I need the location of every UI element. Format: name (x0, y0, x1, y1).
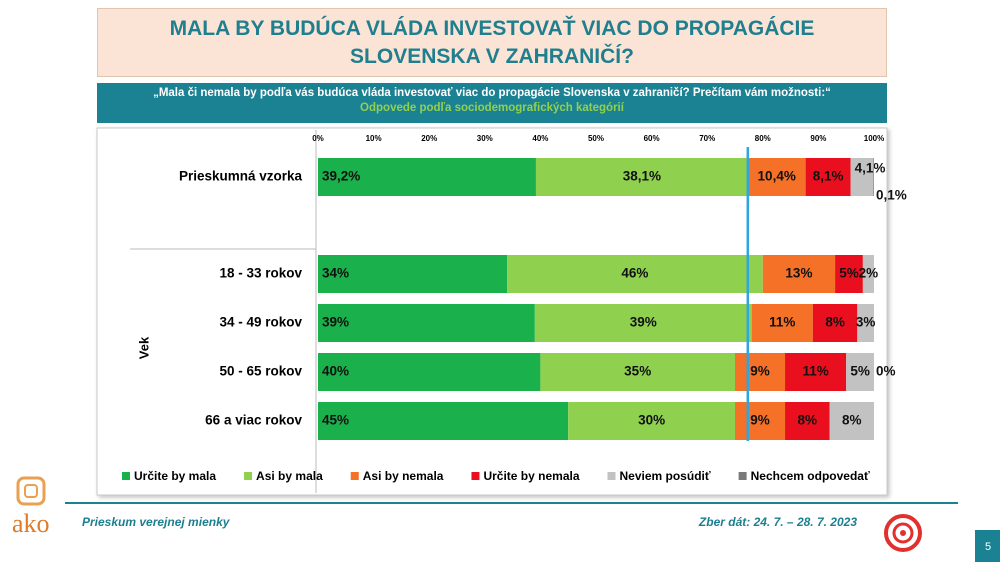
category-label: 18 - 33 rokov (219, 266, 302, 281)
question-band: „Mala či nemala by podľa vás budúca vlád… (97, 83, 887, 123)
bar-segment (835, 255, 863, 293)
bar-segment (568, 402, 735, 440)
group-label: Vek (136, 336, 151, 359)
value-label: 34% (322, 266, 349, 281)
bar-segment (318, 255, 508, 293)
value-label: 10,4% (758, 169, 796, 184)
value-label: 9% (750, 364, 770, 379)
x-tick-label: 100% (864, 134, 884, 143)
value-label: 11% (769, 315, 795, 330)
legend-label: Určite by mala (134, 469, 216, 483)
value-label: 8% (798, 413, 818, 428)
legend-label: Neviem posúdiť (620, 469, 711, 483)
value-label: 0% (876, 364, 896, 379)
bar-segment (318, 304, 535, 342)
category-label: 34 - 49 rokov (219, 315, 302, 330)
value-label: 4,1% (855, 161, 886, 176)
bar-segment (857, 304, 874, 342)
bar-segment (762, 255, 836, 293)
value-label: 35% (624, 364, 651, 379)
x-tick-label: 20% (421, 134, 437, 143)
value-label: 2% (859, 266, 879, 281)
bar-segment (534, 304, 752, 342)
x-tick-label: 50% (588, 134, 604, 143)
x-tick-label: 60% (644, 134, 660, 143)
legend-swatch (350, 472, 359, 480)
value-label: 5% (850, 364, 870, 379)
page-number: 5 (985, 541, 991, 553)
legend-label: Určite by nemala (483, 469, 579, 483)
bar-segment (735, 402, 786, 440)
bar-segment (747, 158, 806, 196)
bar-segment (850, 158, 874, 196)
value-label: 13% (785, 266, 812, 281)
x-tick-label: 10% (366, 134, 382, 143)
value-label: 9% (750, 413, 770, 428)
value-label: 11% (802, 364, 828, 379)
legend-label: Asi by nemala (363, 469, 444, 483)
value-label: 5% (839, 266, 859, 281)
bar-segment (812, 304, 858, 342)
value-label: 30% (638, 413, 665, 428)
bar-segment (873, 158, 874, 196)
category-label: 66 a viac rokov (205, 413, 302, 428)
legend-swatch (738, 472, 747, 480)
x-tick-label: 90% (810, 134, 826, 143)
legend-label: Nechcem odpovedať (751, 469, 870, 483)
bar-segment (318, 158, 536, 196)
bar-segment (846, 353, 874, 391)
category-label: Prieskumná vzorka (179, 169, 303, 184)
value-label: 38,1% (623, 169, 661, 184)
legend-swatch (244, 472, 253, 480)
x-tick-label: 40% (532, 134, 548, 143)
x-tick-label: 0% (312, 134, 324, 143)
legend-label: Asi by mala (256, 469, 323, 483)
brand-logo (884, 514, 922, 552)
value-label: 45% (322, 413, 349, 428)
question: „Mala či nemala by podľa vás budúca vlád… (153, 87, 831, 99)
value-label: 3% (856, 315, 876, 330)
value-label: 40% (322, 364, 349, 379)
footer-left: Prieskum verejnej mienky (82, 515, 231, 529)
bar-segment (540, 353, 735, 391)
x-tick-label: 30% (477, 134, 493, 143)
footer-right: Zber dát: 24. 7. – 28. 7. 2023 (698, 515, 857, 529)
value-label: 8% (842, 413, 862, 428)
logo-text: ako (12, 509, 50, 538)
category-label: 50 - 65 rokov (219, 364, 302, 379)
value-label: 0,1% (876, 188, 907, 203)
value-label: 8,1% (813, 169, 844, 184)
bar-segment (829, 402, 874, 440)
value-label: 39% (630, 315, 657, 330)
legend-swatch (607, 472, 616, 480)
bar-segment (862, 255, 874, 293)
x-tick-label: 70% (699, 134, 715, 143)
slide-title: MALA BY BUDÚCA VLÁDA INVESTOVAŤ VIAC DO … (97, 8, 887, 77)
x-tick-label: 80% (755, 134, 771, 143)
legend-swatch (471, 472, 480, 480)
subtitle: Odpovede podľa sociodemografických kateg… (360, 102, 624, 114)
bar-segment (318, 402, 569, 440)
value-label: 39,2% (322, 169, 360, 184)
bar-segment (735, 353, 786, 391)
bar-segment (751, 304, 813, 342)
bar-segment (785, 353, 847, 391)
legend-swatch (122, 472, 130, 480)
value-label: 46% (621, 266, 648, 281)
bar-segment (318, 353, 541, 391)
bar-segment (805, 158, 851, 196)
bar-segment (507, 255, 763, 293)
logo-icon (16, 476, 46, 506)
value-label: 8% (825, 315, 845, 330)
bar-segment (785, 402, 830, 440)
page-box (975, 530, 1000, 562)
bar-segment (535, 158, 748, 196)
value-label: 39% (322, 315, 349, 330)
